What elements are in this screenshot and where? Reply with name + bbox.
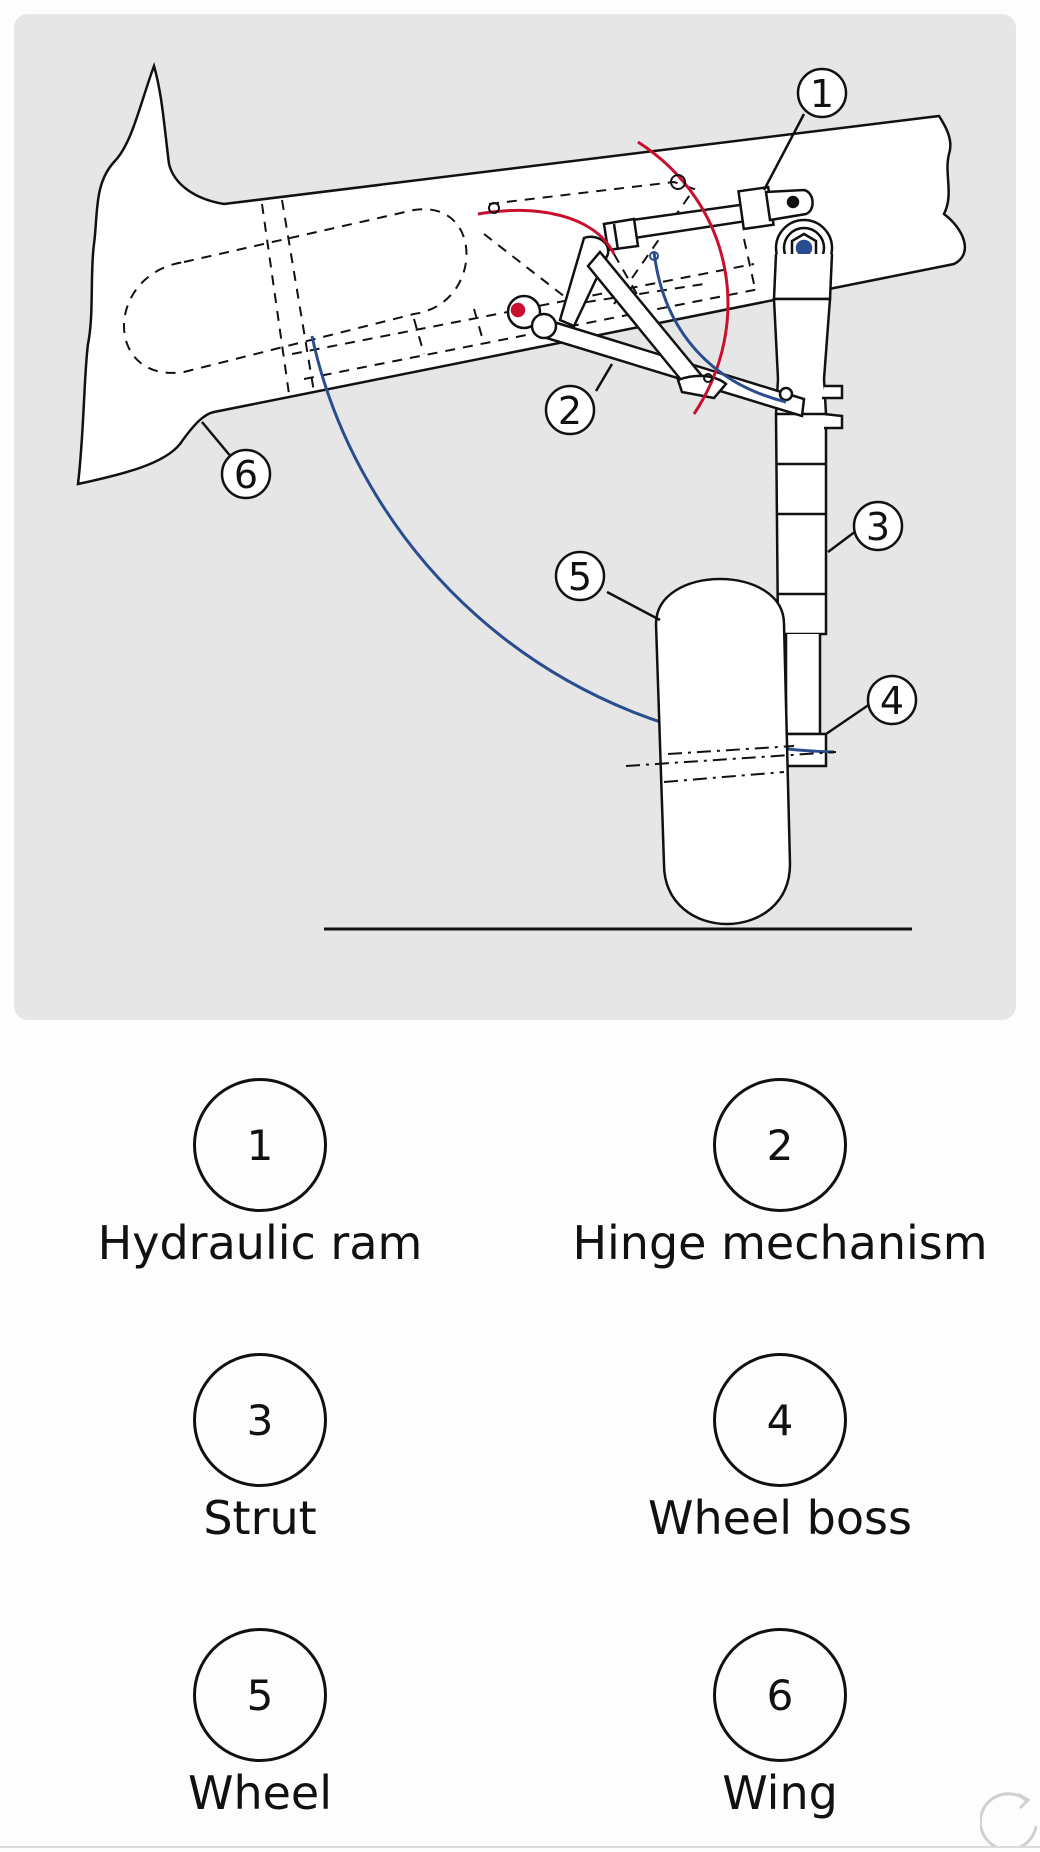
svg-text:4: 4 bbox=[880, 679, 904, 723]
legend-item-strut[interactable]: 3 Strut bbox=[0, 1353, 520, 1546]
legend-label: Hydraulic ram bbox=[97, 1216, 423, 1270]
wing-outline bbox=[76, 61, 966, 486]
legend-label: Wheel boss bbox=[648, 1491, 912, 1545]
legend-number-circle: 4 bbox=[713, 1353, 847, 1487]
legend-label: Wing bbox=[722, 1766, 838, 1820]
svg-text:5: 5 bbox=[568, 555, 592, 599]
callout-1: 1 bbox=[796, 67, 848, 119]
legend-number-circle: 5 bbox=[193, 1628, 327, 1762]
callout-3: 3 bbox=[852, 500, 904, 552]
legend-number-circle: 2 bbox=[713, 1078, 847, 1212]
axle-lines bbox=[625, 745, 837, 783]
legend-label: Hinge mechanism bbox=[572, 1216, 988, 1270]
callout-6: 6 bbox=[220, 448, 272, 500]
legend-number-circle: 6 bbox=[713, 1628, 847, 1762]
callout-leaders bbox=[201, 113, 871, 736]
diagram-panel: 1 2 3 4 5 6 bbox=[14, 14, 1016, 1020]
legend-label: Strut bbox=[203, 1491, 317, 1545]
hydraulic-ram bbox=[602, 185, 814, 252]
legend-item-hydraulic-ram[interactable]: 1 Hydraulic ram bbox=[0, 1078, 520, 1271]
svg-text:6: 6 bbox=[234, 453, 258, 497]
legend-item-wheel[interactable]: 5 Wheel bbox=[0, 1628, 520, 1821]
svg-text:2: 2 bbox=[558, 389, 582, 433]
legend-item-hinge-mechanism[interactable]: 2 Hinge mechanism bbox=[520, 1078, 1040, 1271]
wheel bbox=[654, 577, 792, 926]
legend-number-circle: 3 bbox=[193, 1353, 327, 1487]
bottom-divider bbox=[0, 1846, 1040, 1848]
landing-gear-diagram: 1 2 3 4 5 6 bbox=[76, 61, 966, 931]
legend-label: Wheel bbox=[187, 1766, 333, 1820]
callout-5: 5 bbox=[554, 550, 606, 602]
svg-text:3: 3 bbox=[866, 505, 890, 549]
strut bbox=[772, 297, 844, 768]
legend-item-wheel-boss[interactable]: 4 Wheel boss bbox=[520, 1353, 1040, 1546]
legend-number-circle: 1 bbox=[193, 1078, 327, 1212]
callout-2: 2 bbox=[544, 384, 596, 436]
strut-hinge bbox=[772, 218, 834, 301]
hinge-mechanism bbox=[506, 235, 806, 418]
refresh-icon[interactable] bbox=[978, 1786, 1040, 1852]
legend-item-wing[interactable]: 6 Wing bbox=[520, 1628, 1040, 1821]
svg-text:1: 1 bbox=[810, 72, 834, 116]
callout-4: 4 bbox=[866, 674, 918, 726]
